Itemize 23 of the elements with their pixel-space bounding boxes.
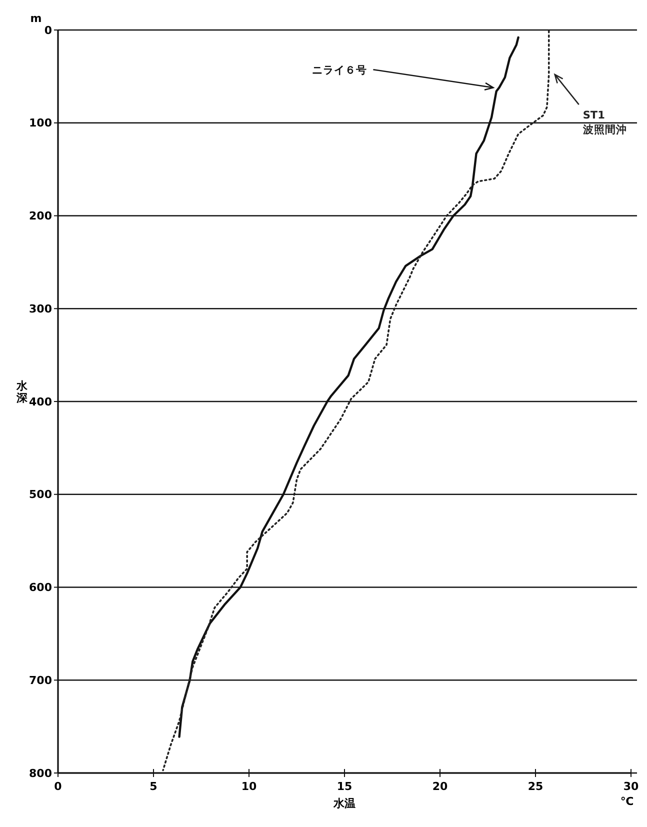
text: ST1 波照間沖 — [582, 109, 627, 136]
y-tick-label: 300 — [29, 302, 52, 316]
x-tick-label: 15 — [336, 780, 352, 793]
y-tick-label: 800 — [29, 766, 52, 780]
x-tick-label: 0 — [54, 780, 62, 793]
y-tick-label: 0 — [44, 24, 52, 37]
y-tick-label: 200 — [29, 210, 52, 223]
y-tick-label: 600 — [29, 581, 52, 594]
x-tick-label: 5 — [150, 780, 158, 793]
y-axis-title: 水深 — [16, 380, 28, 405]
x-tick-label: 20 — [432, 780, 448, 793]
y-tick-label: 700 — [29, 674, 52, 687]
y-tick-label: 400 — [29, 395, 52, 408]
x-tick-label: 10 — [241, 780, 257, 793]
x-axis-title: 水温 — [332, 797, 356, 810]
y-tick-label: 500 — [29, 488, 52, 502]
x-tick-label: 30 — [623, 780, 639, 793]
x-tick-label: 25 — [528, 780, 544, 793]
line-series — [162, 30, 550, 772]
text: ℃ — [620, 795, 634, 808]
text: ニライ６号 — [312, 64, 368, 76]
text: m — [30, 12, 42, 25]
y-tick-label: 100 — [29, 116, 52, 130]
